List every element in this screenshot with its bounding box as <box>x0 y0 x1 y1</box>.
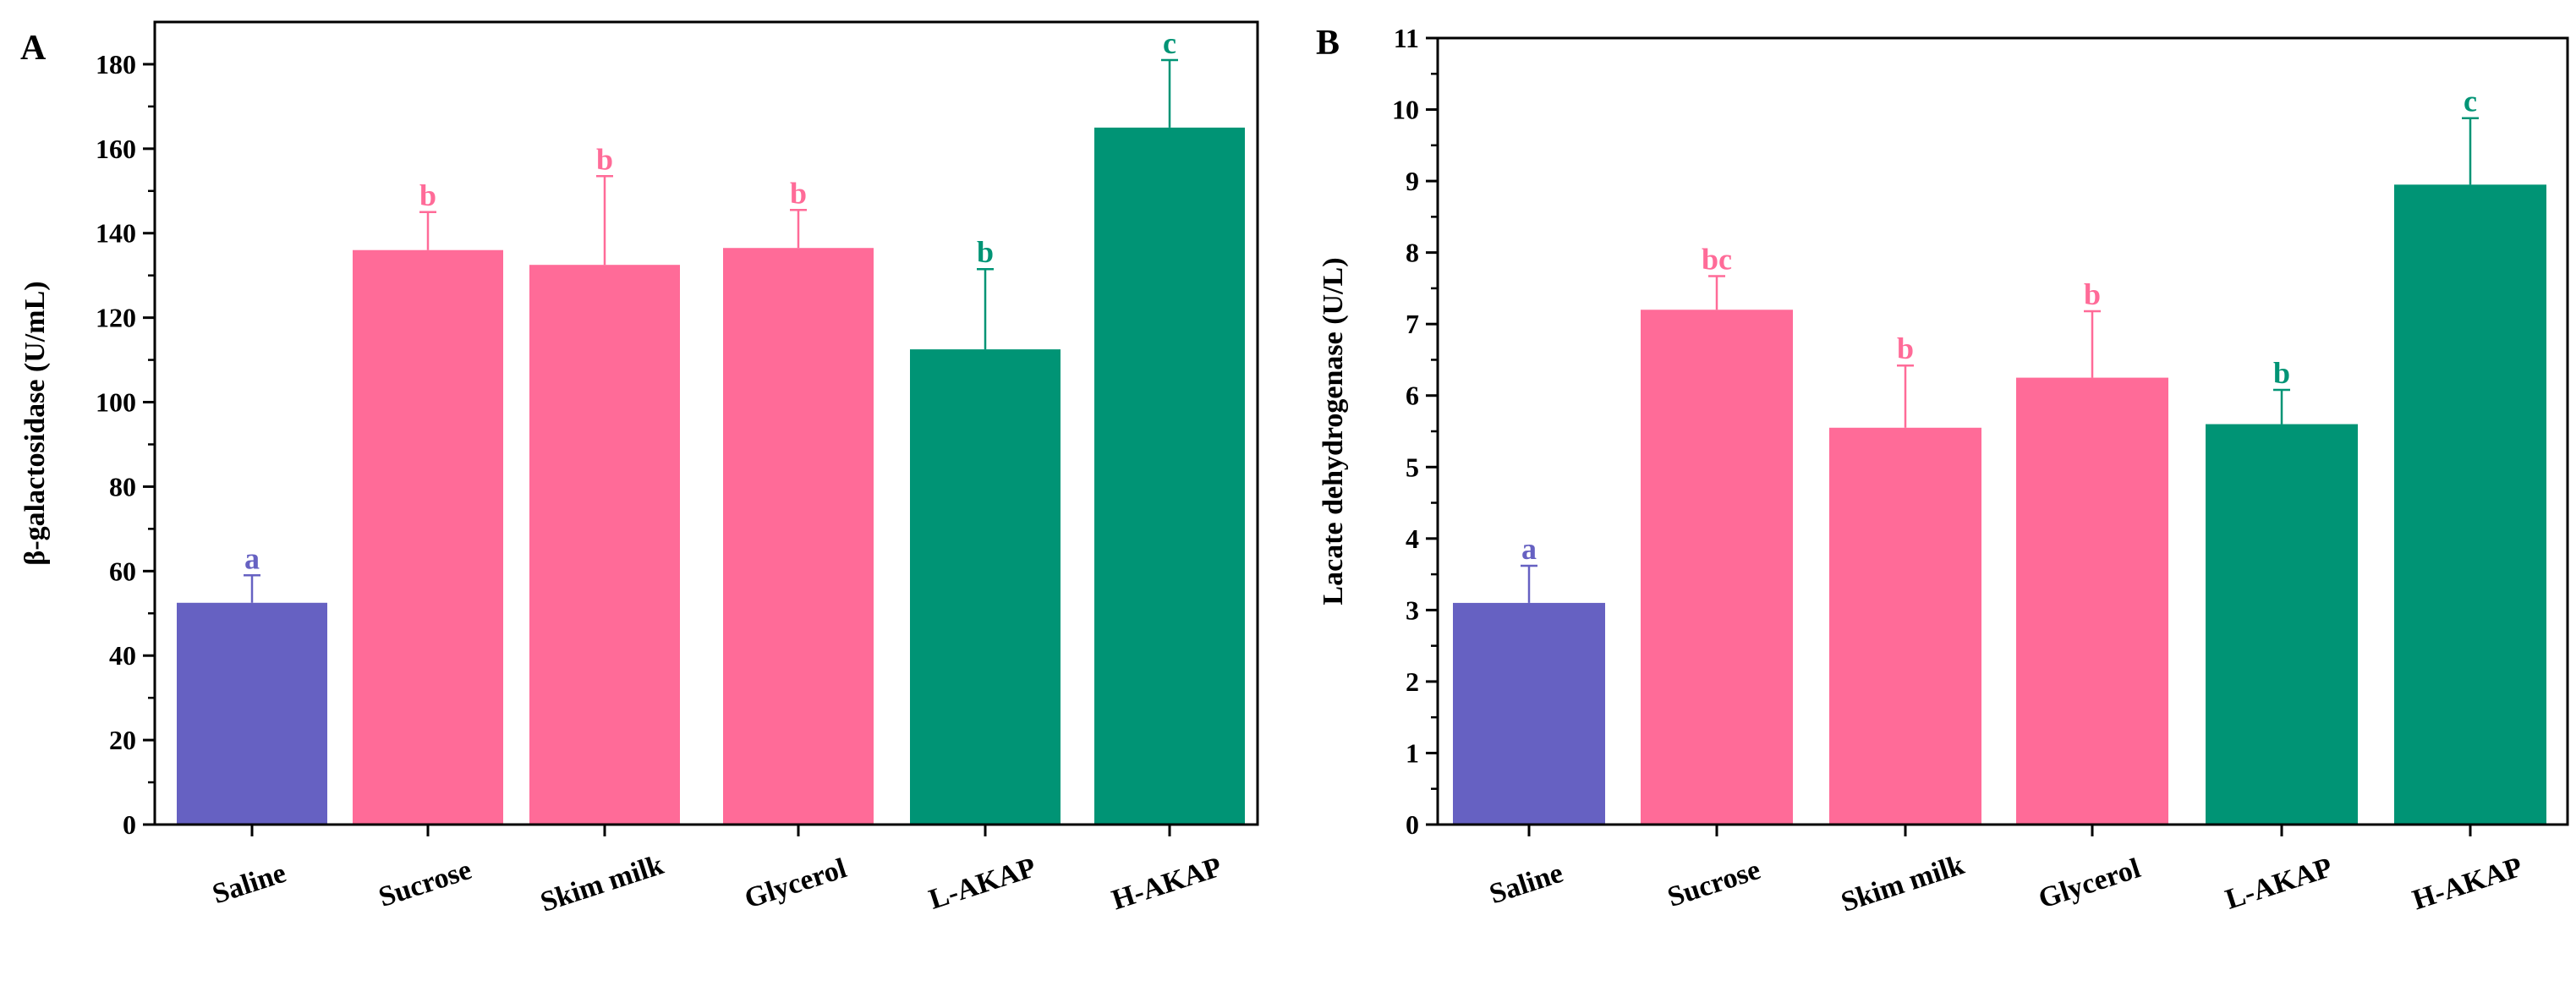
plot-frame <box>153 20 1259 826</box>
bar <box>2206 424 2358 825</box>
significance-label: b <box>419 178 436 212</box>
y-tick-label: 20 <box>109 725 136 755</box>
significance-label: b <box>1897 332 1914 365</box>
significance-label: bc <box>1702 243 1732 277</box>
y-tick-label: 0 <box>123 809 136 840</box>
bar <box>2394 184 2546 825</box>
significance-label: c <box>2464 85 2477 118</box>
y-tick-label: 40 <box>109 640 136 671</box>
category-label: L-AKAP <box>2222 852 2336 915</box>
y-tick-label: 4 <box>1406 523 1419 554</box>
y-tick-label: 180 <box>96 49 136 79</box>
category-label: H-AKAP <box>2409 852 2526 917</box>
significance-label: b <box>2273 356 2290 390</box>
significance-label: a <box>1521 532 1537 566</box>
y-axis-title: β-galactosidase (U/mL) <box>19 281 51 565</box>
y-tick-label: 11 <box>1394 23 1419 53</box>
bar <box>353 249 503 825</box>
bar <box>1094 127 1245 825</box>
category-label: Skim milk <box>1838 849 1968 918</box>
category-label: Saline <box>209 858 290 911</box>
bar <box>910 349 1061 825</box>
y-tick-label: 5 <box>1406 452 1419 482</box>
y-tick-label: 120 <box>96 303 136 333</box>
significance-label: c <box>1163 26 1176 60</box>
y-tick-label: 1 <box>1406 737 1419 768</box>
category-label: L-AKAP <box>925 852 1039 915</box>
bar <box>529 265 680 825</box>
y-tick-label: 9 <box>1406 166 1419 196</box>
category-label: Glycerol <box>2035 852 2144 915</box>
category-label: Skim milk <box>537 849 667 918</box>
panel-label: A <box>20 29 47 68</box>
y-tick-label: 60 <box>109 556 136 586</box>
panel-label: B <box>1316 24 1340 63</box>
y-tick-label: 3 <box>1406 595 1419 625</box>
bar <box>723 248 874 825</box>
y-tick-label: 160 <box>96 134 136 164</box>
y-tick-label: 6 <box>1406 381 1419 411</box>
y-tick-label: 80 <box>109 471 136 501</box>
category-label: Sucrose <box>1663 854 1764 913</box>
category-label: Glycerol <box>741 852 850 915</box>
significance-label: b <box>596 142 613 176</box>
y-tick-label: 0 <box>1406 809 1419 840</box>
y-tick-label: 140 <box>96 218 136 249</box>
category-label: Saline <box>1486 858 1567 911</box>
significance-label: b <box>2084 277 2101 311</box>
category-label: H-AKAP <box>1108 852 1225 917</box>
bar <box>1829 427 1981 825</box>
y-tick-label: 100 <box>96 387 136 418</box>
significance-label: b <box>790 176 807 210</box>
bar <box>1453 602 1605 825</box>
significance-label: b <box>977 235 994 269</box>
y-tick-label: 8 <box>1406 238 1419 268</box>
category-label: Sucrose <box>375 854 475 913</box>
y-axis-title: Lacate dehydrogenase (U/L) <box>1318 257 1349 605</box>
y-tick-label: 10 <box>1392 95 1419 125</box>
bar <box>2016 377 2168 825</box>
y-tick-label: 2 <box>1406 666 1419 697</box>
chart-panel-b: Ba Saline bc Sucrose b Skim milk b Glycerol b L-A… <box>1316 23 2569 918</box>
bar <box>177 602 327 825</box>
chart-panel-a: Aa Saline b Sucrose b Skim milk b Glycerol b L-AK… <box>19 20 1259 918</box>
y-tick-label: 7 <box>1406 309 1419 339</box>
bar <box>1641 310 1793 825</box>
significance-label: a <box>244 541 260 575</box>
